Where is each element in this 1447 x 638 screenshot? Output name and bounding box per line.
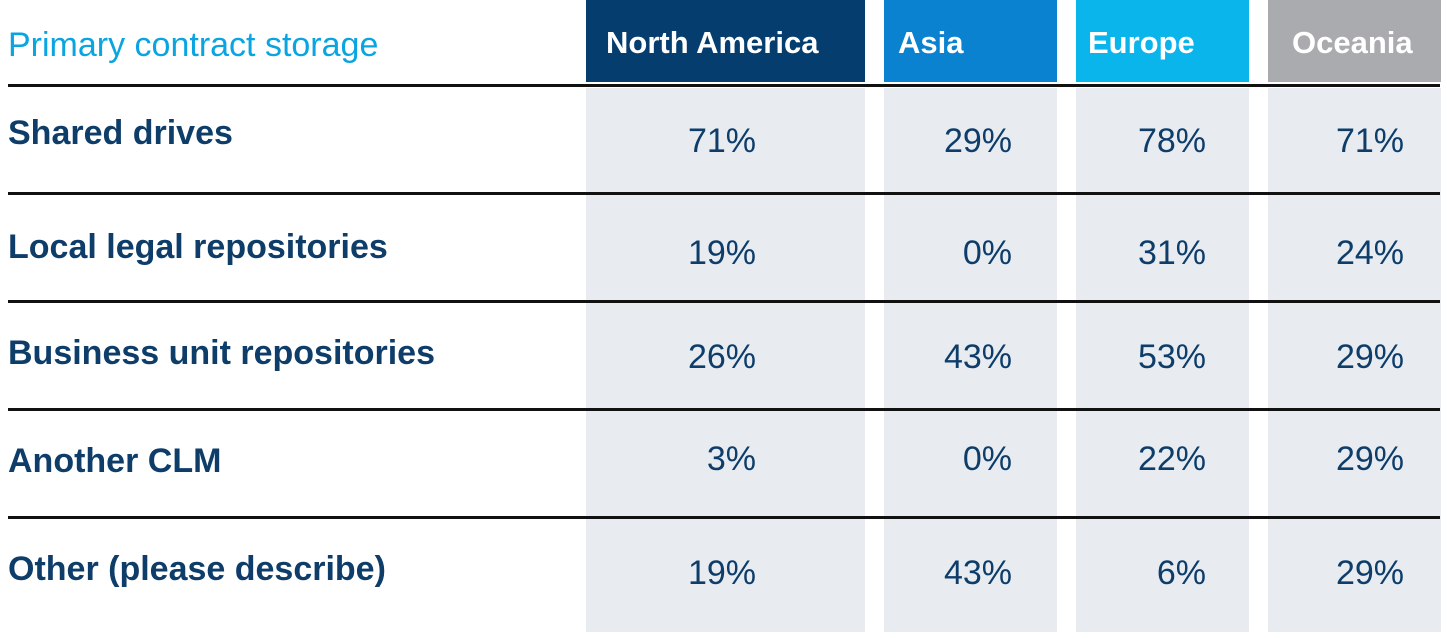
row-label: Another CLM [8,442,222,480]
column-header: Oceania [1268,0,1441,82]
column-background [884,88,1057,632]
table-cell: 6% [1156,554,1206,592]
table-cell: 3% [706,440,756,478]
table-cell: 71% [1335,122,1404,160]
table-cell: 31% [1137,234,1206,272]
table-cell: 29% [1335,440,1404,478]
table-cell: 26% [687,338,756,376]
column-header: Asia [884,0,1057,82]
row-divider [8,516,1440,519]
table-title: Primary contract storage [8,26,379,64]
table-cell: 19% [687,554,756,592]
row-divider [8,84,1440,87]
column-background [1076,88,1249,632]
column-background [1268,88,1441,632]
table-cell: 71% [687,122,756,160]
column-header: Europe [1076,0,1249,82]
table-cell: 22% [1137,440,1206,478]
row-label: Local legal repositories [8,228,388,266]
column-background [586,88,865,632]
table-cell: 29% [1335,338,1404,376]
row-divider [8,408,1440,411]
row-label: Business unit repositories [8,334,435,372]
table-cell: 43% [943,554,1012,592]
row-divider [8,300,1440,303]
table-cell: 78% [1137,122,1206,160]
row-label: Shared drives [8,114,233,152]
table-cell: 43% [943,338,1012,376]
table-cell: 53% [1137,338,1206,376]
table-cell: 0% [962,440,1012,478]
row-label: Other (please describe) [8,550,386,588]
column-header: North America [586,0,865,82]
row-divider [8,192,1440,195]
table-cell: 29% [1335,554,1404,592]
table-cell: 24% [1335,234,1404,272]
table-cell: 0% [962,234,1012,272]
table-cell: 29% [943,122,1012,160]
table-cell: 19% [687,234,756,272]
